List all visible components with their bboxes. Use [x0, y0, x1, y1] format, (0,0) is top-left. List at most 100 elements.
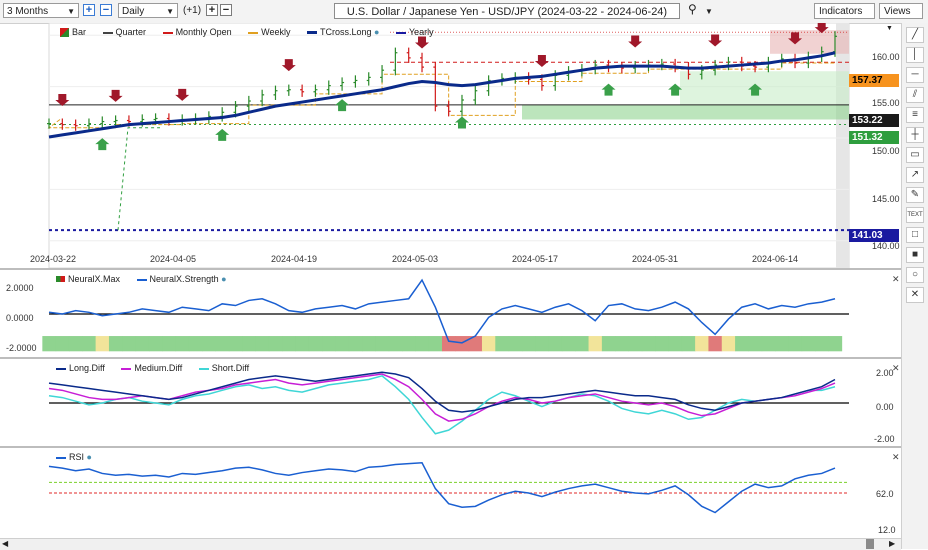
yearly-line-icon: [395, 31, 406, 34]
bar-icon: [60, 28, 69, 38]
horizontal-scrollbar[interactable]: ◀ ▶: [0, 538, 901, 550]
legend-short-diff-label: Short.Diff: [211, 363, 250, 373]
neuralx-tick: -2.0000: [6, 343, 37, 353]
close-icon[interactable]: ✕: [892, 274, 900, 284]
scroll-left-icon[interactable]: ◀: [2, 539, 9, 548]
legend-long-diff-label: Long.Diff: [69, 363, 105, 373]
buy-signal-arrow: [215, 128, 230, 141]
neuralx-max-bar: [455, 336, 470, 352]
neuralx-max-bar: [42, 336, 57, 352]
neuralx-max-bar: [82, 336, 97, 352]
offset-plus-button[interactable]: +: [206, 4, 218, 16]
neuralx-max-bar: [308, 336, 323, 352]
zoom-in-button[interactable]: +: [83, 4, 95, 16]
neuralx-max-bar: [481, 336, 496, 352]
text-tool-icon[interactable]: TEXT: [906, 207, 924, 223]
buy-signal-arrow: [748, 83, 763, 96]
close-icon[interactable]: ✕: [892, 452, 900, 462]
neuralx-max-bar: [188, 336, 203, 352]
neuralx-max-bar: [202, 336, 217, 352]
legend-weekly: Weekly: [248, 27, 290, 37]
fibonacci-tool-icon[interactable]: ≡: [906, 107, 924, 123]
price-tick: 145.00: [872, 194, 900, 204]
neuralx-max-bar: [535, 336, 550, 352]
panel-divider[interactable]: [0, 357, 901, 359]
indicators-dropdown[interactable]: Indicators ▼: [814, 3, 875, 32]
price-tick: 155.00: [872, 98, 900, 108]
scroll-thumb[interactable]: [866, 539, 874, 549]
date-tick: 2024-05-17: [512, 254, 559, 264]
offset-text: (+1): [183, 5, 202, 16]
horizontal-line-tool-icon[interactable]: ─: [906, 67, 924, 83]
neuralx-max-bar: [615, 336, 630, 352]
neuralx-max-bar: [442, 336, 456, 352]
diff-tick: -2.00: [874, 434, 895, 444]
chevron-down-icon[interactable]: ▼: [705, 7, 713, 16]
comment-tool-icon[interactable]: ▭: [906, 147, 924, 163]
neuralx-max-bar: [561, 336, 576, 352]
neuralx-max-bar: [95, 336, 110, 352]
symbol-title[interactable]: U.S. Dollar / Japanese Yen - USD/JPY (20…: [334, 3, 680, 19]
sell-signal-arrow: [108, 89, 123, 102]
date-tick: 2024-04-05: [150, 254, 197, 264]
neuralx-max-bar: [415, 336, 430, 352]
date-tick: 2024-03-22: [30, 254, 77, 264]
rsi-legend: RSI ●: [56, 452, 106, 462]
scroll-right-icon[interactable]: ▶: [889, 539, 896, 548]
neuralx-max-bar: [801, 336, 816, 352]
short-diff-line: [48, 375, 836, 435]
chevron-down-icon: ▼: [166, 7, 174, 16]
chevron-down-icon: ▼: [886, 25, 893, 32]
price-tick: 140.00: [872, 241, 900, 251]
price-tick: 160.00: [872, 52, 900, 62]
future-area: [836, 23, 849, 268]
quarter-price-text: 151.32: [852, 132, 883, 143]
symbol-title-text: U.S. Dollar / Japanese Yen - USD/JPY (20…: [346, 6, 668, 18]
offset-minus-button[interactable]: −: [220, 4, 232, 16]
panel-divider[interactable]: [0, 446, 901, 448]
arrow-tool-icon[interactable]: ↗: [906, 167, 924, 183]
trendline-tool-icon[interactable]: ╱: [906, 27, 924, 43]
chart-area[interactable]: [0, 23, 901, 538]
legend-tcross-long: TCross.Long ●: [306, 27, 379, 37]
pencil-tool-icon[interactable]: ✎: [906, 187, 924, 203]
histogram-icon: [56, 276, 65, 282]
toolbar: 3 Months ▼ + − Daily ▼ (+1) + − U.S. Dol…: [0, 0, 928, 32]
close-icon[interactable]: ✕: [892, 363, 900, 373]
monthly-open-price-label: 157.37: [849, 74, 899, 87]
neuralx-max-bar: [428, 336, 443, 352]
range-select-value: 3 Months: [7, 6, 49, 17]
channel-tool-icon[interactable]: ⫽: [906, 87, 924, 103]
range-select[interactable]: 3 Months ▼: [3, 3, 79, 18]
neuralx-max-bar: [521, 336, 536, 352]
buy-signal-arrow: [335, 99, 350, 112]
crosshair-tool-icon[interactable]: ┼: [906, 127, 924, 143]
diff-panel: [48, 359, 849, 446]
price-tick: 150.00: [872, 146, 900, 156]
neuralx-max-bar: [548, 336, 563, 352]
square-tool-icon[interactable]: ■: [906, 247, 924, 263]
sell-signal-arrow: [788, 32, 803, 45]
neuralx-max-bar: [815, 336, 829, 352]
delete-drawings-icon[interactable]: ✕: [906, 287, 924, 303]
interval-select[interactable]: Daily ▼: [118, 3, 178, 18]
legend-short-diff: Short.Diff: [198, 363, 250, 373]
circle-tool-icon[interactable]: ○: [906, 267, 924, 283]
neuralx-max-bar: [721, 336, 736, 352]
rsi-line: [48, 461, 836, 514]
vertical-line-tool-icon[interactable]: │: [906, 47, 924, 63]
neuralx-max-bar: [828, 336, 843, 352]
date-tick: 2024-06-14: [752, 254, 799, 264]
quarter-price-label: 151.32: [849, 131, 899, 144]
rectangle-tool-icon[interactable]: □: [906, 227, 924, 243]
neuralx-max-bar: [162, 336, 177, 352]
neuralx-max-bar: [242, 336, 256, 352]
neuralx-max-bar: [295, 336, 310, 352]
zoom-out-button[interactable]: −: [100, 4, 112, 16]
search-icon[interactable]: ⚲: [688, 2, 697, 16]
neuralx-max-bar: [495, 336, 510, 352]
sell-signal-arrow: [175, 88, 190, 101]
panel-divider[interactable]: [0, 268, 901, 270]
views-dropdown[interactable]: Views ▼: [879, 3, 923, 32]
neuralx-max-bar: [268, 336, 283, 352]
